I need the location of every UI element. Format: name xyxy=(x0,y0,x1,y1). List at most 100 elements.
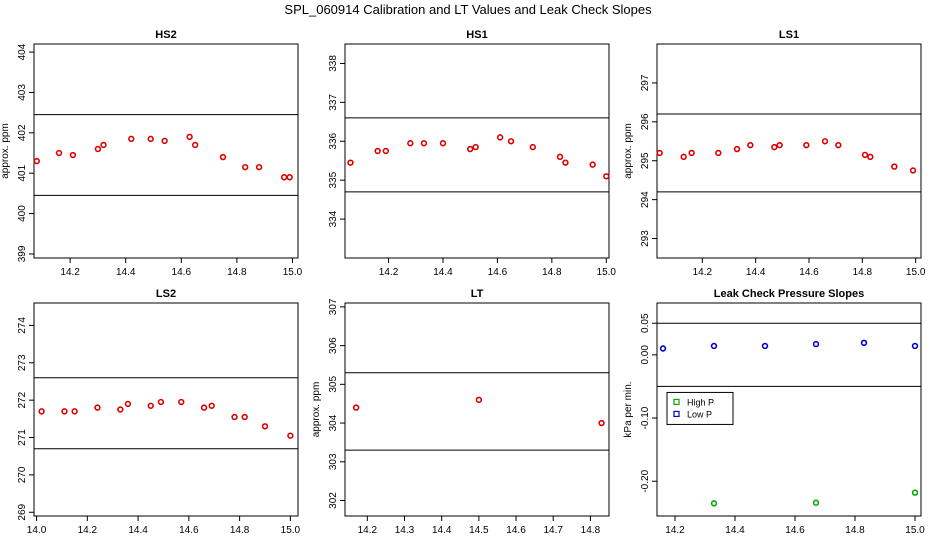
data-point xyxy=(71,408,78,415)
x-tick-label: 14.4 xyxy=(725,525,745,536)
y-tick-label: 274 xyxy=(17,317,28,334)
y-tick-label: 305 xyxy=(328,376,339,393)
data-point xyxy=(496,134,504,141)
plot-frame xyxy=(33,43,299,259)
data-point xyxy=(589,161,596,168)
data-point xyxy=(812,340,820,348)
chart-panels: HS2 approx. ppm 14.2 14.4 14.6 14.8 15.0 399 400… xyxy=(0,29,926,536)
data-point xyxy=(61,408,68,415)
data-point xyxy=(280,174,288,181)
y-tick-label: 0.00 xyxy=(640,345,651,365)
data-point xyxy=(191,141,199,149)
y-tick-label: 335 xyxy=(328,171,339,188)
data-point xyxy=(178,398,185,406)
y-tick-label: 0.05 xyxy=(640,313,651,333)
y-tick-label: 337 xyxy=(328,94,339,111)
x-tick-label: 15.0 xyxy=(905,525,925,536)
x-tick-label: 15.0 xyxy=(283,267,303,278)
data-point xyxy=(861,151,869,159)
y-tick-label: 401 xyxy=(17,164,28,181)
x-tick-label: 14.6 xyxy=(799,267,819,278)
data-point xyxy=(466,145,474,153)
data-point xyxy=(128,135,135,143)
y-tick-label: 272 xyxy=(17,391,28,408)
data-point xyxy=(382,147,390,155)
panel-title: HS2 xyxy=(155,29,176,41)
y-tick-label: 302 xyxy=(328,492,339,509)
data-point xyxy=(231,413,238,421)
x-tick-label: 14.2 xyxy=(693,267,713,278)
data-point xyxy=(659,345,667,352)
data-point xyxy=(374,147,381,155)
x-tick-label: 14.0 xyxy=(27,525,47,536)
data-point xyxy=(186,133,193,141)
x-tick-label: 14.8 xyxy=(853,267,873,278)
plot-frame xyxy=(656,302,922,517)
y-tick-label: 297 xyxy=(640,74,651,91)
y-axis-label: kPa per min. xyxy=(623,381,634,437)
data-point xyxy=(147,135,154,143)
x-tick-label: 14.8 xyxy=(230,525,250,536)
panel-title: LS2 xyxy=(156,288,176,300)
data-point xyxy=(286,174,293,181)
data-point xyxy=(241,413,248,421)
legend-box xyxy=(666,391,734,425)
data-point xyxy=(603,173,610,180)
chart-panel-2: HS1 14.2 14.4 14.6 14.8 15.0 334 335 336 337 338 xyxy=(328,29,616,278)
plot-frame xyxy=(33,302,299,517)
x-tick-label: 14.4 xyxy=(746,267,766,278)
plot-frame xyxy=(344,43,610,259)
x-tick-label: 14.8 xyxy=(227,267,247,278)
y-tick-label: 404 xyxy=(17,43,28,60)
y-axis-label: approx. ppm xyxy=(0,123,11,179)
data-point xyxy=(680,153,687,161)
x-tick-label: 14.8 xyxy=(542,267,562,278)
data-point xyxy=(835,141,842,149)
x-tick-label: 14.5 xyxy=(469,525,489,536)
y-tick-label: 304 xyxy=(328,414,339,431)
data-point xyxy=(688,149,695,157)
y-tick-label: 403 xyxy=(17,84,28,101)
y-tick-label: 273 xyxy=(17,354,28,371)
x-tick-label: 14.8 xyxy=(581,525,601,536)
data-point xyxy=(208,402,215,409)
x-tick-label: 14.2 xyxy=(60,267,80,278)
y-tick-label: 295 xyxy=(640,152,651,169)
legend-label: Low P xyxy=(687,409,712,419)
data-point xyxy=(472,143,479,151)
data-point xyxy=(352,404,360,411)
x-tick-label: 14.4 xyxy=(128,525,148,536)
y-tick-label: 293 xyxy=(640,230,651,247)
data-point xyxy=(347,159,354,166)
y-tick-label: 294 xyxy=(640,191,651,208)
chart-panel-6: Leak Check Pressure Slopes kPa per min. 14… xyxy=(623,288,925,536)
x-tick-label: 14.7 xyxy=(543,525,563,536)
x-tick-label: 14.6 xyxy=(785,525,805,536)
chart-panel-5: LT approx. ppm 14.2 14.3 14.4 14.5 14.6 14.7 14.… xyxy=(311,288,610,536)
x-tick-label: 14.6 xyxy=(172,267,192,278)
x-tick-label: 15.0 xyxy=(906,267,926,278)
x-tick-label: 14.8 xyxy=(845,525,865,536)
x-tick-label: 15.0 xyxy=(597,267,617,278)
y-tick-label: 402 xyxy=(17,124,28,141)
y-tick-label: 399 xyxy=(17,245,28,262)
data-point xyxy=(909,167,917,174)
x-tick-label: 14.4 xyxy=(116,267,136,278)
y-tick-label: 336 xyxy=(328,132,339,149)
x-tick-label: 14.4 xyxy=(432,525,452,536)
plot-frame xyxy=(656,43,922,259)
data-point xyxy=(255,163,263,171)
data-point xyxy=(761,342,769,350)
y-axis-label: approx. ppm xyxy=(311,382,322,438)
plot-frame xyxy=(344,302,610,517)
data-point xyxy=(812,499,820,506)
data-point xyxy=(710,342,718,350)
data-point xyxy=(261,423,269,430)
data-point xyxy=(771,143,778,151)
y-tick-label: 271 xyxy=(17,429,28,446)
x-tick-label: 14.2 xyxy=(665,525,685,536)
y-tick-label: 269 xyxy=(17,503,28,520)
chart-panel-3: LS1 approx. ppm 14.2 14.4 14.6 14.8 15.0 293 294… xyxy=(623,29,926,278)
chart-panel-4: LS2 14.0 14.2 14.4 14.6 14.8 15.0 269 270 271 272 2… xyxy=(17,288,301,536)
